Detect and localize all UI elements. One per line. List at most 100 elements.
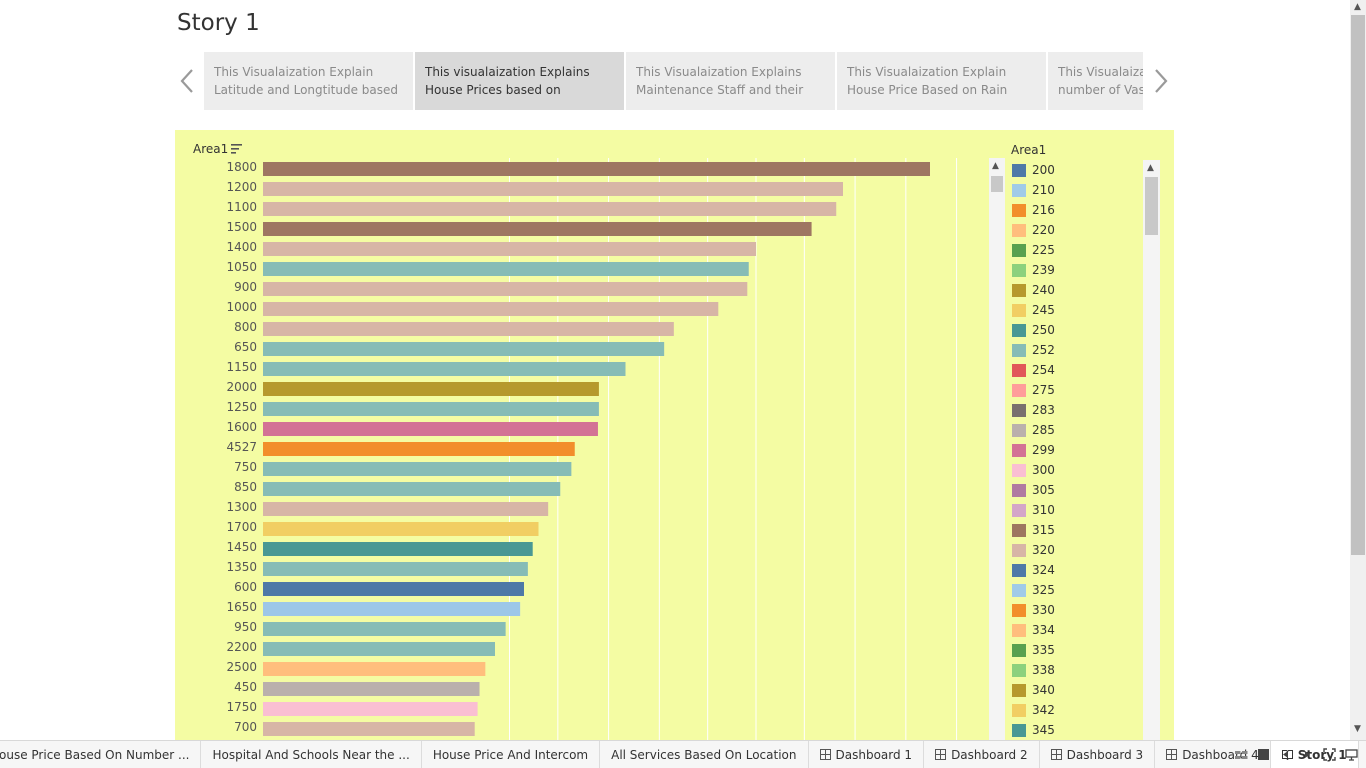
- story-point-4[interactable]: This Visualaization Explain House Price …: [837, 52, 1046, 110]
- bar-800[interactable]: [263, 322, 674, 336]
- legend-item-250[interactable]: 250: [1012, 320, 1142, 340]
- next-sheet-button[interactable]: [1301, 748, 1314, 761]
- fullscreen-icon: [1323, 748, 1336, 761]
- legend-item-325[interactable]: 325: [1012, 580, 1142, 600]
- legend-item-345[interactable]: 345: [1012, 720, 1142, 740]
- sheet-tab-bar: ouse Price Based On Number ... Hospital A…: [0, 740, 1366, 768]
- legend-item-200[interactable]: 200: [1012, 160, 1142, 180]
- category-label: 900: [234, 280, 257, 294]
- bar-1250[interactable]: [263, 402, 599, 416]
- legend-scroll-thumb[interactable]: [1145, 177, 1158, 235]
- legend-swatch: [1012, 683, 1026, 697]
- legend-item-334[interactable]: 334: [1012, 620, 1142, 640]
- sheet-tab-7[interactable]: Dashboard 3: [1040, 741, 1156, 768]
- page-scroll-thumb[interactable]: [1351, 15, 1365, 555]
- bar-1500[interactable]: [263, 222, 812, 236]
- legend-item-210[interactable]: 210: [1012, 180, 1142, 200]
- bar-900[interactable]: [263, 282, 748, 296]
- legend-item-299[interactable]: 299: [1012, 440, 1142, 460]
- bar-450[interactable]: [263, 682, 480, 696]
- show-filmstrip-button[interactable]: [1235, 748, 1248, 761]
- bar-850[interactable]: [263, 482, 561, 496]
- bar-4527[interactable]: [263, 442, 575, 456]
- bar-1650[interactable]: [263, 602, 521, 616]
- previous-sheet-button[interactable]: [1279, 748, 1292, 761]
- bar-1050[interactable]: [263, 262, 749, 276]
- legend-item-275[interactable]: 275: [1012, 380, 1142, 400]
- bar-1450[interactable]: [263, 542, 533, 556]
- bar-1400[interactable]: [263, 242, 756, 256]
- chart-scrollbar[interactable]: ▲: [989, 158, 1005, 740]
- sheet-tab-6[interactable]: Dashboard 2: [924, 741, 1040, 768]
- sheet-tab-2[interactable]: Hospital And Schools Near the ...: [201, 741, 422, 768]
- legend-item-340[interactable]: 340: [1012, 680, 1142, 700]
- legend-item-283[interactable]: 283: [1012, 400, 1142, 420]
- legend-item-342[interactable]: 342: [1012, 700, 1142, 720]
- legend-item-245[interactable]: 245: [1012, 300, 1142, 320]
- legend-item-300[interactable]: 300: [1012, 460, 1142, 480]
- legend-swatch: [1012, 223, 1026, 237]
- story-point-5[interactable]: This Visualaization Explains number of V…: [1048, 52, 1143, 110]
- legend-swatch: [1012, 543, 1026, 557]
- next-story-point-button[interactable]: [1150, 64, 1172, 98]
- legend-item-252[interactable]: 252: [1012, 340, 1142, 360]
- legend-scrollbar[interactable]: ▲: [1143, 160, 1160, 740]
- bar-650[interactable]: [263, 342, 665, 356]
- legend-item-239[interactable]: 239: [1012, 260, 1142, 280]
- bar-2000[interactable]: [263, 382, 599, 396]
- sheet-tab-3[interactable]: House Price And Intercom: [422, 741, 601, 768]
- bar-1800[interactable]: [263, 162, 930, 176]
- story-point-3[interactable]: This Visualaization Explains Maintenance…: [626, 52, 835, 110]
- legend-item-254[interactable]: 254: [1012, 360, 1142, 380]
- bar-950[interactable]: [263, 622, 506, 636]
- scroll-up-icon[interactable]: ▲: [1147, 163, 1154, 173]
- legend-item-310[interactable]: 310: [1012, 500, 1142, 520]
- legend-item-240[interactable]: 240: [1012, 280, 1142, 300]
- fullscreen-button[interactable]: [1323, 748, 1336, 761]
- legend-item-305[interactable]: 305: [1012, 480, 1142, 500]
- bar-750[interactable]: [263, 462, 572, 476]
- legend-item-315[interactable]: 315: [1012, 520, 1142, 540]
- sheet-tab-5[interactable]: Dashboard 1: [809, 741, 925, 768]
- bar-2200[interactable]: [263, 642, 495, 656]
- bar-1350[interactable]: [263, 562, 528, 576]
- sheet-tab-4[interactable]: All Services Based On Location: [600, 741, 809, 768]
- sort-descending-icon[interactable]: [231, 144, 243, 154]
- legend-item-216[interactable]: 216: [1012, 200, 1142, 220]
- legend-item-330[interactable]: 330: [1012, 600, 1142, 620]
- sheet-tab-1[interactable]: ouse Price Based On Number ...: [0, 741, 202, 768]
- bar-1000[interactable]: [263, 302, 719, 316]
- legend-item-338[interactable]: 338: [1012, 660, 1142, 680]
- bar-700[interactable]: [263, 722, 475, 736]
- bar-600[interactable]: [263, 582, 524, 596]
- bar-1150[interactable]: [263, 362, 626, 376]
- previous-story-point-button[interactable]: [176, 64, 198, 98]
- page-scrollbar[interactable]: ▲ ▼: [1350, 0, 1366, 740]
- bar-1600[interactable]: [263, 422, 598, 436]
- show-sheet-button[interactable]: [1257, 748, 1270, 761]
- legend-label: 300: [1032, 463, 1055, 477]
- bar-1100[interactable]: [263, 202, 837, 216]
- scroll-up-icon[interactable]: ▲: [1354, 2, 1361, 12]
- category-label: 2200: [226, 640, 257, 654]
- bar-1300[interactable]: [263, 502, 549, 516]
- bar-2500[interactable]: [263, 662, 486, 676]
- legend-item-285[interactable]: 285: [1012, 420, 1142, 440]
- scroll-down-icon[interactable]: ▼: [1354, 724, 1361, 734]
- story-point-1[interactable]: This Visualaization Explain Latitude and…: [204, 52, 413, 110]
- legend-item-324[interactable]: 324: [1012, 560, 1142, 580]
- bar-1200[interactable]: [263, 182, 843, 196]
- scroll-up-icon[interactable]: ▲: [992, 161, 999, 171]
- chart-scroll-thumb[interactable]: [991, 176, 1003, 192]
- category-label: 1500: [226, 220, 257, 234]
- legend-item-320[interactable]: 320: [1012, 540, 1142, 560]
- story-point-2[interactable]: This visualaization Explains House Price…: [415, 52, 624, 110]
- legend-item-335[interactable]: 335: [1012, 640, 1142, 660]
- legend-item-225[interactable]: 225: [1012, 240, 1142, 260]
- legend-label: 283: [1032, 403, 1055, 417]
- legend-item-220[interactable]: 220: [1012, 220, 1142, 240]
- bar-1750[interactable]: [263, 702, 478, 716]
- legend-swatch: [1012, 363, 1026, 377]
- bar-1700[interactable]: [263, 522, 539, 536]
- presentation-mode-button[interactable]: [1345, 748, 1358, 761]
